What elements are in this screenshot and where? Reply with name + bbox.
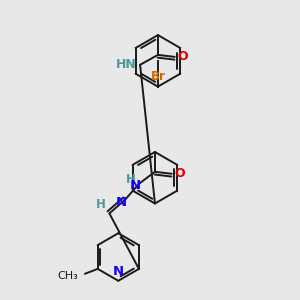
- Text: N: N: [116, 196, 127, 209]
- Text: O: O: [175, 167, 185, 180]
- Text: HN: HN: [116, 58, 137, 71]
- Text: N: N: [113, 265, 124, 278]
- Text: H: H: [126, 173, 136, 186]
- Text: O: O: [178, 50, 188, 63]
- Text: H: H: [95, 198, 105, 212]
- Text: N: N: [130, 179, 141, 192]
- Text: CH₃: CH₃: [57, 271, 78, 281]
- Text: Br: Br: [151, 70, 165, 83]
